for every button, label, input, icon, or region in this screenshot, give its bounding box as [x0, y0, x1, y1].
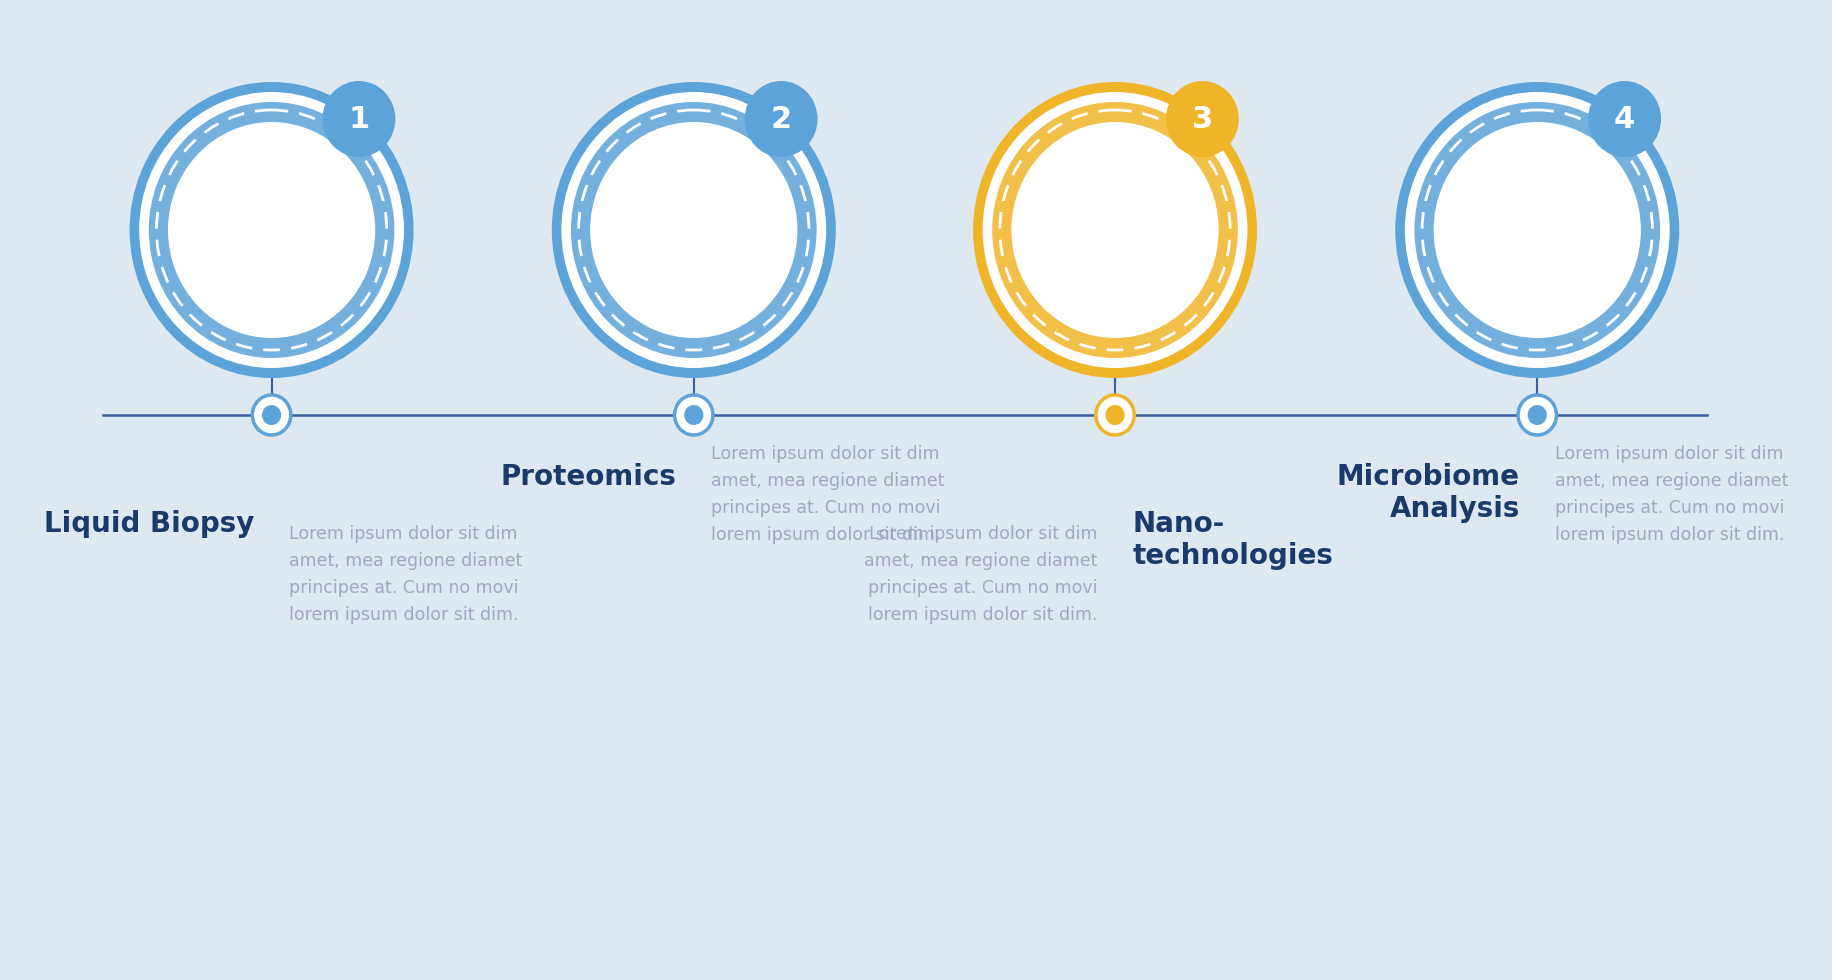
- Text: 2: 2: [771, 105, 791, 133]
- Circle shape: [973, 82, 1257, 378]
- Text: Lorem ipsum dolor sit dim
amet, mea regione diamet
principes at. Cum no movi
lor: Lorem ipsum dolor sit dim amet, mea regi…: [1555, 445, 1788, 544]
- Circle shape: [561, 92, 826, 368]
- Text: 3: 3: [1193, 105, 1213, 133]
- Text: Proteomics: Proteomics: [500, 463, 676, 491]
- Circle shape: [982, 92, 1248, 368]
- Circle shape: [1588, 81, 1662, 157]
- Circle shape: [1105, 405, 1125, 425]
- Circle shape: [683, 405, 703, 425]
- Circle shape: [1405, 92, 1669, 368]
- Circle shape: [993, 102, 1238, 358]
- Circle shape: [1519, 395, 1557, 435]
- Circle shape: [572, 102, 817, 358]
- Text: Microbiome
Analysis: Microbiome Analysis: [1337, 463, 1521, 523]
- Text: 4: 4: [1614, 105, 1636, 133]
- Circle shape: [253, 395, 291, 435]
- Circle shape: [1414, 102, 1660, 358]
- Circle shape: [1165, 81, 1238, 157]
- Text: Lorem ipsum dolor sit dim
amet, mea regione diamet
principes at. Cum no movi
lor: Lorem ipsum dolor sit dim amet, mea regi…: [711, 445, 945, 544]
- Text: 1: 1: [348, 105, 370, 133]
- Circle shape: [139, 92, 405, 368]
- Text: Lorem ipsum dolor sit dim
amet, mea regione diamet
principes at. Cum no movi
lor: Lorem ipsum dolor sit dim amet, mea regi…: [289, 525, 522, 624]
- Circle shape: [590, 122, 797, 338]
- Circle shape: [744, 81, 817, 157]
- Circle shape: [674, 395, 713, 435]
- Text: Liquid Biopsy: Liquid Biopsy: [44, 510, 255, 538]
- Circle shape: [148, 102, 394, 358]
- Circle shape: [130, 82, 414, 378]
- Circle shape: [262, 405, 280, 425]
- Circle shape: [1096, 395, 1134, 435]
- Circle shape: [322, 81, 396, 157]
- Text: Nano-
technologies: Nano- technologies: [1132, 510, 1334, 570]
- Text: Lorem ipsum dolor sit dim
amet, mea regione diamet
principes at. Cum no movi
lor: Lorem ipsum dolor sit dim amet, mea regi…: [865, 525, 1097, 624]
- Circle shape: [169, 122, 376, 338]
- Circle shape: [1434, 122, 1641, 338]
- Circle shape: [551, 82, 835, 378]
- Circle shape: [1528, 405, 1546, 425]
- Circle shape: [1396, 82, 1680, 378]
- Circle shape: [1011, 122, 1218, 338]
